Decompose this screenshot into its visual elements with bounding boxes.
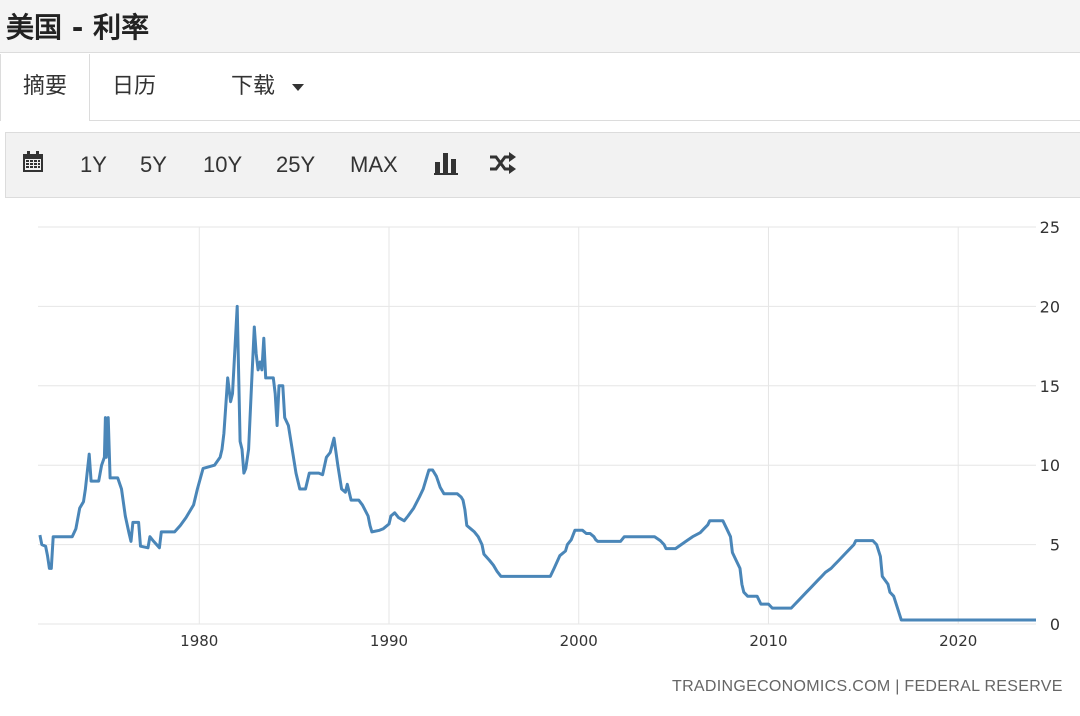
tab-bar: 摘要 日历 下载 xyxy=(0,54,1080,121)
tab-calendar-label: 日历 xyxy=(112,74,157,99)
x-tick-label: 1980 xyxy=(180,632,218,650)
tab-download[interactable]: 下载 xyxy=(231,54,305,120)
tab-summary[interactable]: 摘要 xyxy=(0,54,90,121)
x-tick-label: 2010 xyxy=(749,632,787,650)
calendar-icon[interactable] xyxy=(22,151,44,173)
x-tick-label: 1990 xyxy=(370,632,408,650)
tab-calendar[interactable]: 日历 xyxy=(112,54,156,120)
x-tick-label: 2000 xyxy=(560,632,598,650)
caret-down-icon xyxy=(292,83,305,91)
interest-rate-chart: 0 5 10 15 20 25 1980 1990 2000 2010 2020 xyxy=(38,218,1060,650)
range-5y-button[interactable]: 5Y xyxy=(140,152,167,177)
range-10y-button[interactable]: 10Y xyxy=(203,152,243,177)
y-axis-ticks: 0 5 10 15 20 25 xyxy=(1040,218,1060,634)
x-tick-label: 2020 xyxy=(939,632,977,650)
y-tick-label: 20 xyxy=(1040,297,1060,316)
range-1y-button[interactable]: 1Y xyxy=(80,152,107,177)
title-bar: 美国 - 利率 xyxy=(0,0,1080,53)
tab-download-label: 下载 xyxy=(231,74,276,99)
y-tick-label: 5 xyxy=(1050,536,1060,555)
source-attribution: TRADINGECONOMICS.COM | FEDERAL RESERVE xyxy=(672,678,1063,695)
y-tick-label: 15 xyxy=(1040,377,1060,396)
tab-summary-label: 摘要 xyxy=(22,74,67,99)
range-max-button[interactable]: MAX xyxy=(350,152,398,177)
page-title: 美国 - 利率 xyxy=(6,11,150,44)
x-axis-ticks: 1980 1990 2000 2010 2020 xyxy=(180,632,977,650)
shuffle-icon[interactable] xyxy=(489,151,517,175)
chart-grid xyxy=(38,226,1036,625)
chart-toolbar: 1Y 5Y 10Y 25Y MAX xyxy=(5,132,1080,198)
series-line-interest-rate xyxy=(38,304,1036,622)
y-tick-label: 0 xyxy=(1050,615,1060,634)
y-tick-label: 10 xyxy=(1040,456,1060,475)
range-25y-button[interactable]: 25Y xyxy=(276,152,316,177)
bar-chart-icon[interactable] xyxy=(434,151,458,175)
y-tick-label: 25 xyxy=(1040,218,1060,237)
